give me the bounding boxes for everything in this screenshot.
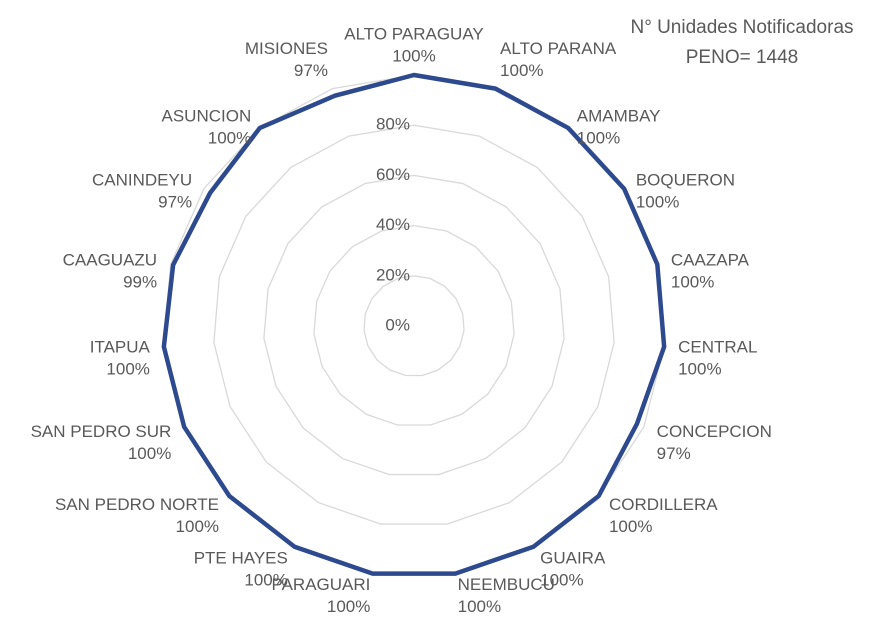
value-label: 100% — [636, 193, 679, 212]
value-label: 100% — [208, 128, 251, 147]
category-label: CORDILLERA — [609, 495, 718, 514]
category-label: SAN PEDRO SUR — [31, 422, 172, 441]
value-label: 100% — [244, 571, 287, 590]
value-label: 100% — [540, 571, 583, 590]
grid-ring — [363, 275, 465, 377]
category-label: AMAMBAY — [577, 106, 661, 125]
category-label: ASUNCION — [161, 106, 251, 125]
category-label: PTE HAYES — [194, 549, 288, 568]
category-label: ALTO PARAGUAY — [344, 24, 484, 43]
series-line — [161, 72, 667, 576]
category-label: PARAGUARI — [272, 575, 371, 594]
r-tick-label: 60% — [376, 165, 410, 184]
value-label: 100% — [678, 359, 721, 378]
category-label: GUAIRA — [540, 549, 606, 568]
category-label: CENTRAL — [678, 337, 757, 356]
value-label: 97% — [657, 444, 691, 463]
category-label: CAAZAPA — [671, 250, 750, 269]
category-label: BOQUERON — [636, 171, 735, 190]
value-label: 100% — [609, 517, 652, 536]
value-label: 100% — [671, 272, 714, 291]
category-label: ITAPUA — [90, 337, 151, 356]
value-label: 100% — [577, 128, 620, 147]
value-label: 100% — [176, 517, 219, 536]
r-tick-label: 20% — [376, 265, 410, 284]
grid-ring — [313, 224, 515, 426]
r-tick-label: 40% — [376, 215, 410, 234]
category-label: SAN PEDRO NORTE — [55, 495, 219, 514]
category-label: MISIONES — [245, 39, 328, 58]
grid-ring — [263, 174, 565, 476]
value-label: 100% — [106, 359, 149, 378]
value-label: 100% — [500, 61, 543, 80]
r-tick-label: 0% — [385, 315, 410, 334]
chart-subtitle: PENO= 1448 — [686, 47, 799, 68]
value-label: 100% — [327, 597, 370, 616]
value-label: 100% — [128, 444, 171, 463]
grid-ring — [213, 124, 615, 525]
category-label: CONCEPCION — [657, 422, 772, 441]
r-tick-label: 80% — [376, 115, 410, 134]
category-label: NEEMBUCU — [458, 575, 555, 594]
value-label: 97% — [294, 61, 328, 80]
value-label: 97% — [158, 193, 192, 212]
chart-title: N° Unidades Notificadoras — [630, 17, 853, 38]
category-label: ALTO PARANA — [500, 39, 617, 58]
value-label: 100% — [458, 597, 501, 616]
value-label: 99% — [123, 272, 157, 291]
category-label: CAAGUAZU — [63, 250, 157, 269]
value-label: 100% — [392, 46, 435, 65]
category-label: CANINDEYU — [92, 171, 192, 190]
